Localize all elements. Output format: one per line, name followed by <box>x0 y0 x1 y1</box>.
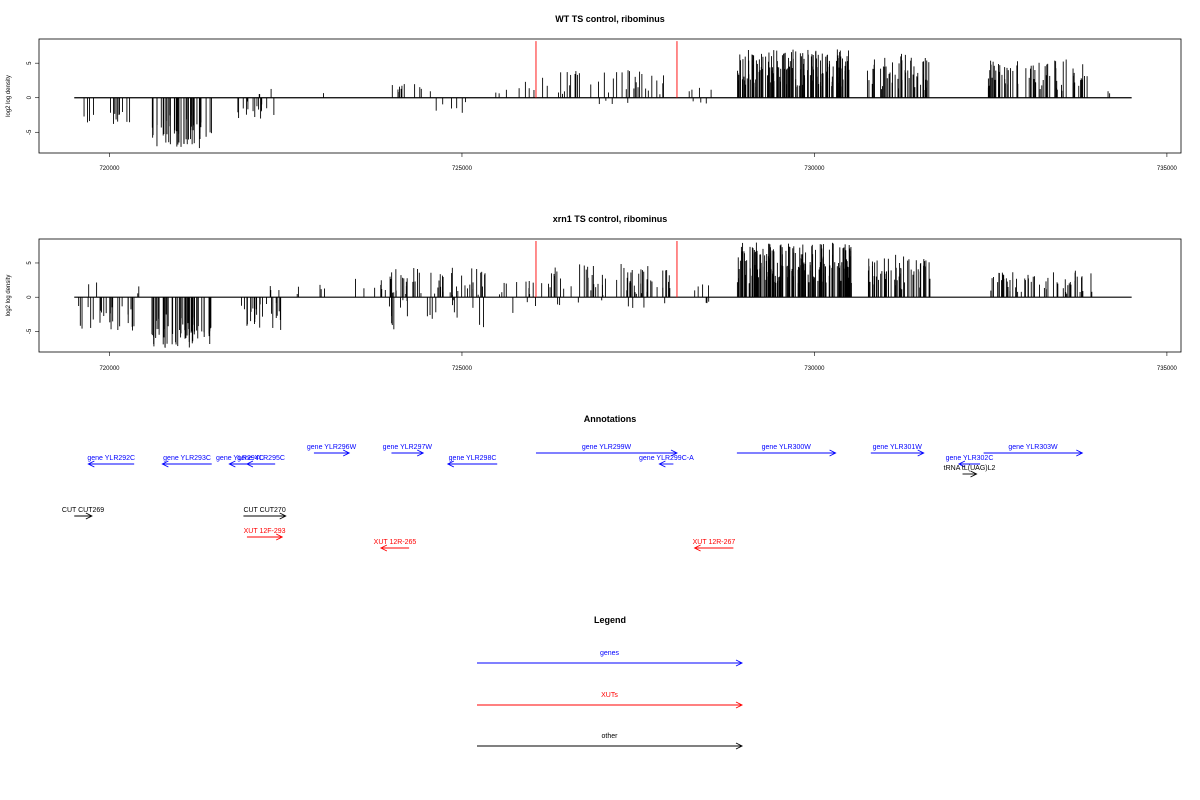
annotation-arrow <box>246 533 284 541</box>
annotation-arrow <box>957 460 981 468</box>
annotation-label: gene YLR301W <box>873 444 923 451</box>
annotations-title: Annotations <box>584 414 637 424</box>
annotation-label: gene YLR297W <box>383 444 433 451</box>
annotation-arrow <box>870 449 925 457</box>
annotation-arrow <box>983 449 1084 457</box>
annotation-label: CUT CUT269 <box>62 507 104 514</box>
xrn1-density-panel: xrn1 TS control, ribominus log2 log densi… <box>6 214 1182 372</box>
annotation-arrow <box>736 449 837 457</box>
annotation-label: gene YLR302C <box>946 455 994 462</box>
y-tick-label: -5 <box>27 129 33 135</box>
legend-title: Legend <box>594 615 626 625</box>
legend-label: XUTs <box>601 692 618 699</box>
plot-frame <box>38 38 1182 154</box>
annotation-arrow <box>391 449 425 457</box>
annotation-label: CUT CUT270 <box>243 507 285 514</box>
legend-arrow <box>477 742 744 750</box>
annotation-arrow <box>446 460 498 468</box>
legend-label: genes <box>600 650 620 657</box>
chart-title: WT TS control, ribominus <box>555 14 665 24</box>
x-tick-label: 720000 <box>99 366 120 372</box>
annotation-label: gene YLR296W <box>307 444 357 451</box>
y-axis-label: log2 log density <box>6 75 12 117</box>
legend-arrow <box>477 701 744 709</box>
y-tick-label: 5 <box>27 261 33 265</box>
annotation-label: XUT 12F-293 <box>244 528 286 535</box>
annotation-arrow <box>313 449 351 457</box>
annotation-label: gene YLR299C-A <box>639 455 694 462</box>
annotation-arrow <box>693 544 734 552</box>
x-tick-label: 735000 <box>1157 366 1178 372</box>
x-tick-label: 725000 <box>452 166 473 172</box>
annotation-label: gene YLR295C <box>237 455 285 462</box>
annotation-label: tRNA tL(UAG)L2 <box>944 465 996 472</box>
annotations-panel: Annotations gene YLR292C gene YLR293C gene… <box>62 414 1084 552</box>
annotation-label: gene YLR298C <box>449 455 497 462</box>
annotation-label: gene YLR300W <box>762 444 812 451</box>
annotation-label: XUT 12R-267 <box>693 539 736 546</box>
wt-density-panel: WT TS control, ribominus log2 log density… <box>6 14 1182 172</box>
y-tick-label: 0 <box>27 295 33 299</box>
legend-panel: Legend genes XUTs other <box>477 615 744 750</box>
x-tick-label: 720000 <box>99 166 120 172</box>
legend-arrow <box>477 659 744 667</box>
x-tick-label: 730000 <box>804 366 825 372</box>
annotation-label: gene YLR303W <box>1008 444 1058 451</box>
annotation-arrow <box>245 460 276 468</box>
x-tick-label: 735000 <box>1157 166 1178 172</box>
annotation-arrow <box>535 449 678 457</box>
annotation-arrow <box>161 460 212 468</box>
y-tick-label: 0 <box>27 95 33 99</box>
legend-label: other <box>602 733 619 740</box>
annotation-label: XUT 12R-265 <box>374 539 417 546</box>
annotation-arrow <box>243 512 287 520</box>
annotation-label: gene YLR294C <box>216 455 264 462</box>
plot-frame <box>38 238 1182 353</box>
y-axis-label: log2 log density <box>6 275 12 317</box>
annotation-arrow <box>658 460 674 468</box>
annotation-arrow <box>379 544 410 552</box>
annotation-arrow <box>74 512 93 520</box>
chart-title: xrn1 TS control, ribominus <box>553 214 668 224</box>
x-tick-label: 730000 <box>804 166 825 172</box>
y-tick-label: -5 <box>27 328 33 334</box>
annotation-arrow <box>87 460 135 468</box>
annotation-arrow <box>962 470 978 478</box>
y-tick-label: 5 <box>27 61 33 65</box>
annotation-label: gene YLR293C <box>163 455 211 462</box>
annotation-label: gene YLR292C <box>87 455 135 462</box>
x-tick-label: 725000 <box>452 366 473 372</box>
annotation-label: gene YLR299W <box>582 444 632 451</box>
